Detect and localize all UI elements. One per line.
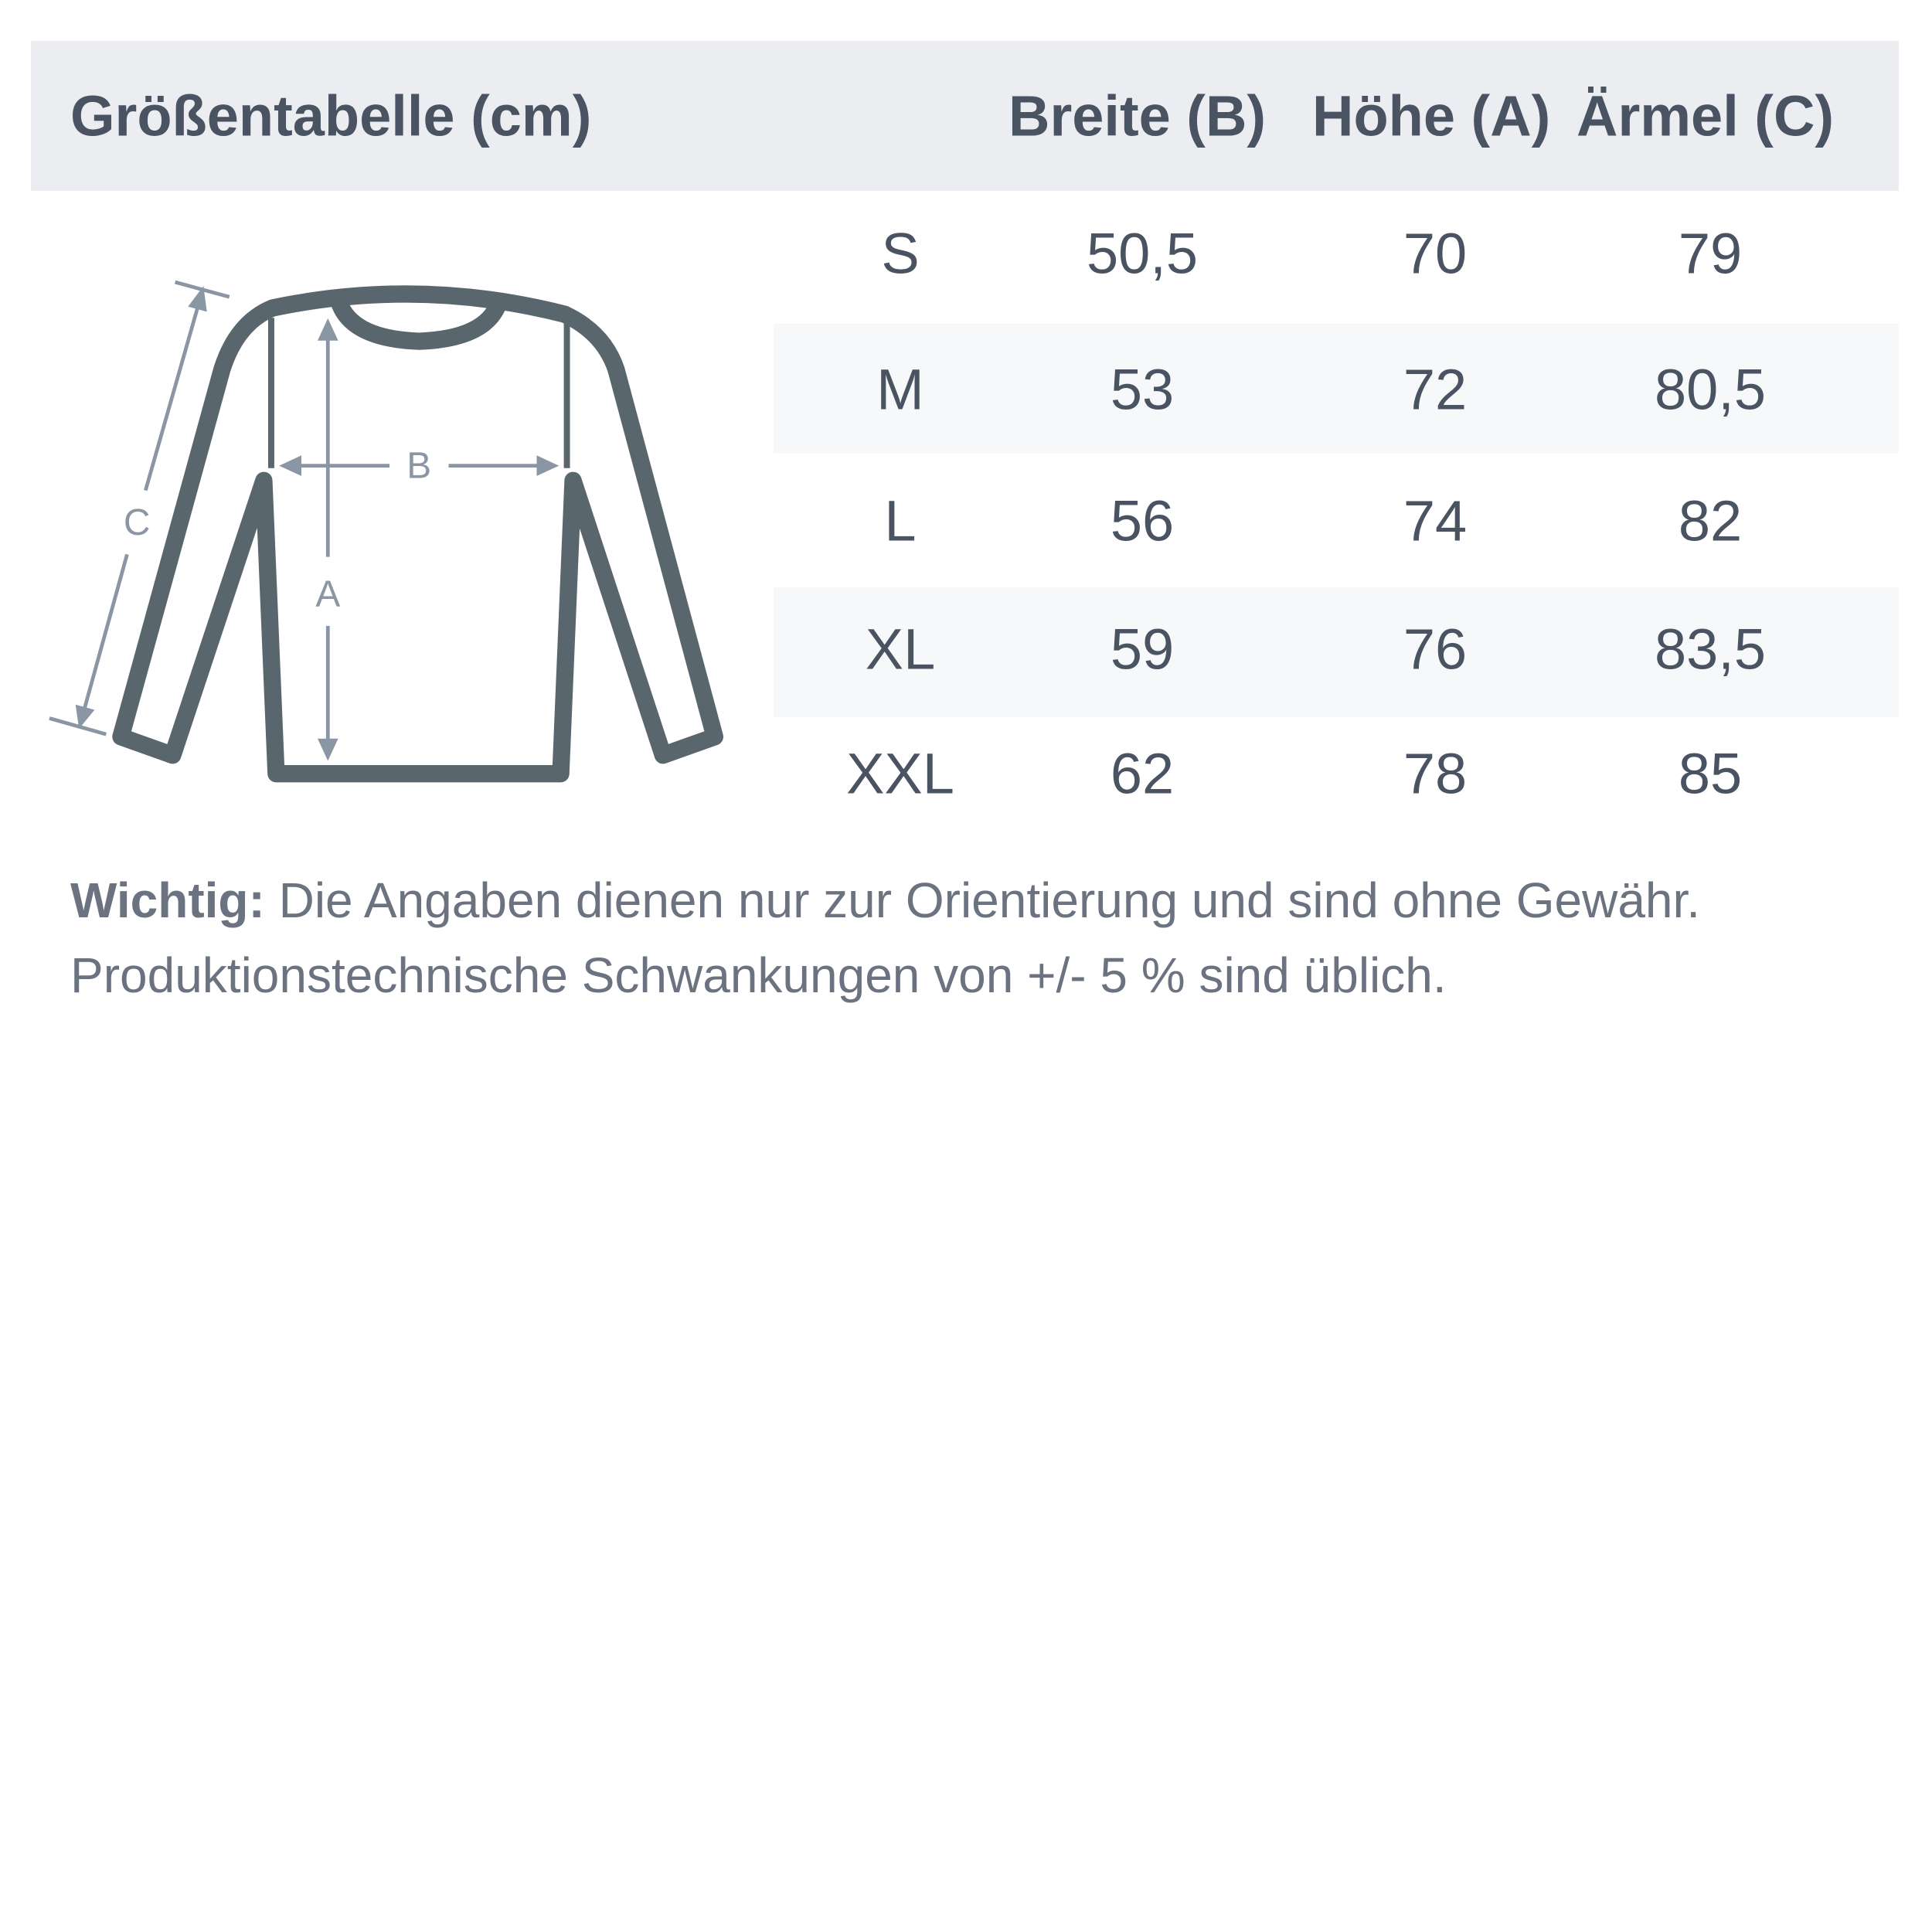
note-line-1: Wichtig: Die Angaben dienen nur zur Orie… [70, 872, 1700, 929]
table-header [31, 41, 1899, 191]
column-header-breite: Breite (B) [1009, 83, 1267, 148]
cell-aermel: 85 [1678, 741, 1743, 806]
measure-label-b: B [406, 446, 431, 487]
cell-size: XXL [846, 741, 954, 806]
cell-aermel: 79 [1678, 221, 1743, 286]
cell-breite: 59 [1110, 617, 1175, 682]
row-stripe [774, 324, 1899, 454]
cell-aermel: 83,5 [1654, 617, 1767, 682]
measure-label-a: A [315, 573, 340, 614]
cell-hoehe: 72 [1403, 357, 1468, 422]
note-text: Die Angaben dienen nur zur Orientierung … [264, 872, 1701, 928]
cell-size: XL [865, 617, 936, 682]
cell-hoehe: 78 [1403, 741, 1468, 806]
table-title: Größentabelle (cm) [70, 83, 592, 148]
note-bold: Wichtig: [70, 872, 265, 928]
cell-hoehe: 76 [1403, 617, 1468, 682]
column-header-hoehe: Höhe (A) [1312, 83, 1551, 148]
cell-hoehe: 74 [1403, 488, 1468, 553]
cell-breite: 53 [1110, 357, 1175, 422]
longsleeve-shirt-icon: B A C [49, 280, 724, 783]
cell-breite: 56 [1110, 488, 1175, 553]
row-stripe [774, 587, 1899, 717]
cell-hoehe: 70 [1403, 221, 1468, 286]
note-line-2: Produktionstechnische Schwankungen von +… [70, 947, 1447, 1003]
cell-size: M [876, 357, 924, 422]
cell-breite: 62 [1110, 741, 1175, 806]
cell-aermel: 82 [1678, 488, 1743, 553]
column-header-aermel: Ärmel (C) [1577, 83, 1835, 148]
cell-size: L [884, 488, 917, 553]
cell-aermel: 80,5 [1654, 357, 1767, 422]
measure-label-c: C [124, 502, 151, 543]
cell-breite: 50,5 [1086, 221, 1199, 286]
cell-size: S [881, 221, 920, 286]
